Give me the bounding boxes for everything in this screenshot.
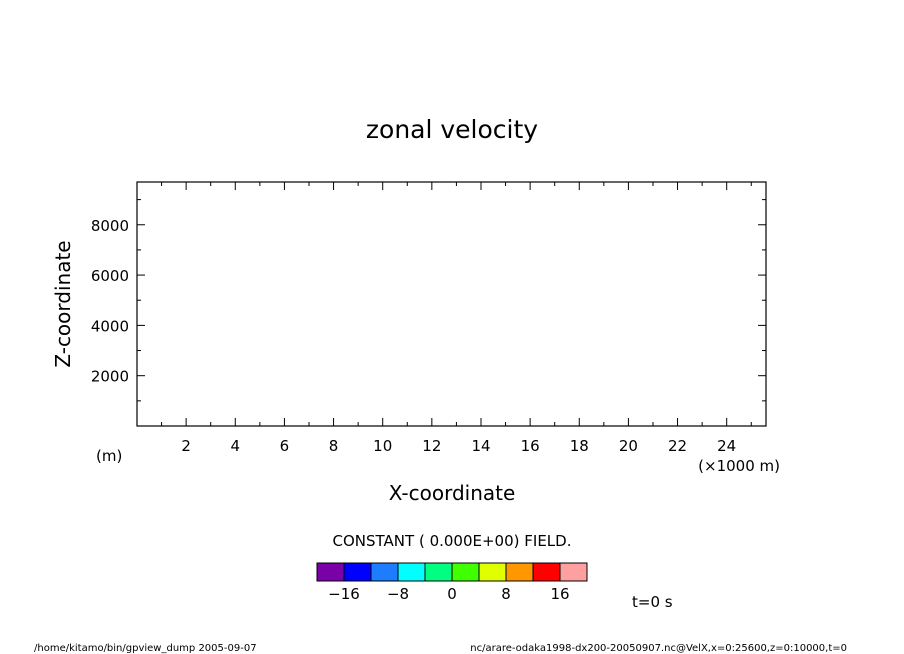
x-tick-label: 12 xyxy=(422,437,441,455)
y-tick-label: 4000 xyxy=(91,317,129,335)
chart-title: zonal velocity xyxy=(366,115,538,144)
field-note: CONSTANT ( 0.000E+00) FIELD. xyxy=(333,532,572,550)
x-axis-unit: (×1000 m) xyxy=(698,457,780,475)
x-tick-label: 14 xyxy=(471,437,490,455)
colorbar-swatch xyxy=(316,562,345,582)
colorbar-swatch xyxy=(424,562,453,582)
colorbar-tick-label: −8 xyxy=(387,585,409,603)
x-axis-title: X-coordinate xyxy=(389,481,516,505)
colorbar-tick-label: 16 xyxy=(550,585,569,603)
time-label: t=0 s xyxy=(632,593,673,611)
footer-left: /home/kitamo/bin/gpview_dump 2005-09-07 xyxy=(34,643,257,654)
x-tick-label: 4 xyxy=(231,437,241,455)
colorbar-swatch xyxy=(397,562,426,582)
x-tick-label: 10 xyxy=(373,437,392,455)
colorbar xyxy=(316,562,588,582)
colorbar-swatch xyxy=(505,562,534,582)
footer-right: nc/arare-odaka1998-dx200-20050907.nc@Vel… xyxy=(470,643,847,654)
colorbar-tick-label: −16 xyxy=(328,585,360,603)
x-tick-label: 6 xyxy=(280,437,290,455)
colorbar-swatch xyxy=(451,562,480,582)
y-tick-label: 8000 xyxy=(91,217,129,235)
y-axis-ticks xyxy=(137,199,766,402)
x-tick-label: 16 xyxy=(521,437,540,455)
colorbar-swatch xyxy=(478,562,507,582)
x-tick-label: 18 xyxy=(570,437,589,455)
colorbar-swatch xyxy=(532,562,561,582)
y-axis-tick-labels: 2000 4000 6000 8000 xyxy=(91,217,129,386)
y-axis-title: Z-coordinate xyxy=(51,240,75,367)
y-axis-unit: (m) xyxy=(96,447,122,465)
colorbar-tick-label: 0 xyxy=(447,585,457,603)
colorbar-swatch xyxy=(370,562,399,582)
colorbar-tick-labels: −16 −8 0 8 16 xyxy=(328,585,569,603)
plot-frame xyxy=(136,181,767,427)
x-tick-label: 2 xyxy=(181,437,191,455)
x-tick-label: 20 xyxy=(619,437,638,455)
x-tick-label: 22 xyxy=(668,437,687,455)
x-tick-label: 24 xyxy=(717,437,736,455)
y-tick-label: 2000 xyxy=(91,368,129,386)
x-axis-tick-labels: 2 4 6 8 10 12 14 16 18 20 22 24 xyxy=(181,437,736,455)
x-axis-ticks xyxy=(161,182,752,426)
colorbar-swatch xyxy=(343,562,372,582)
colorbar-swatch xyxy=(559,562,588,582)
x-tick-label: 8 xyxy=(329,437,339,455)
y-tick-label: 6000 xyxy=(91,267,129,285)
colorbar-tick-label: 8 xyxy=(501,585,511,603)
